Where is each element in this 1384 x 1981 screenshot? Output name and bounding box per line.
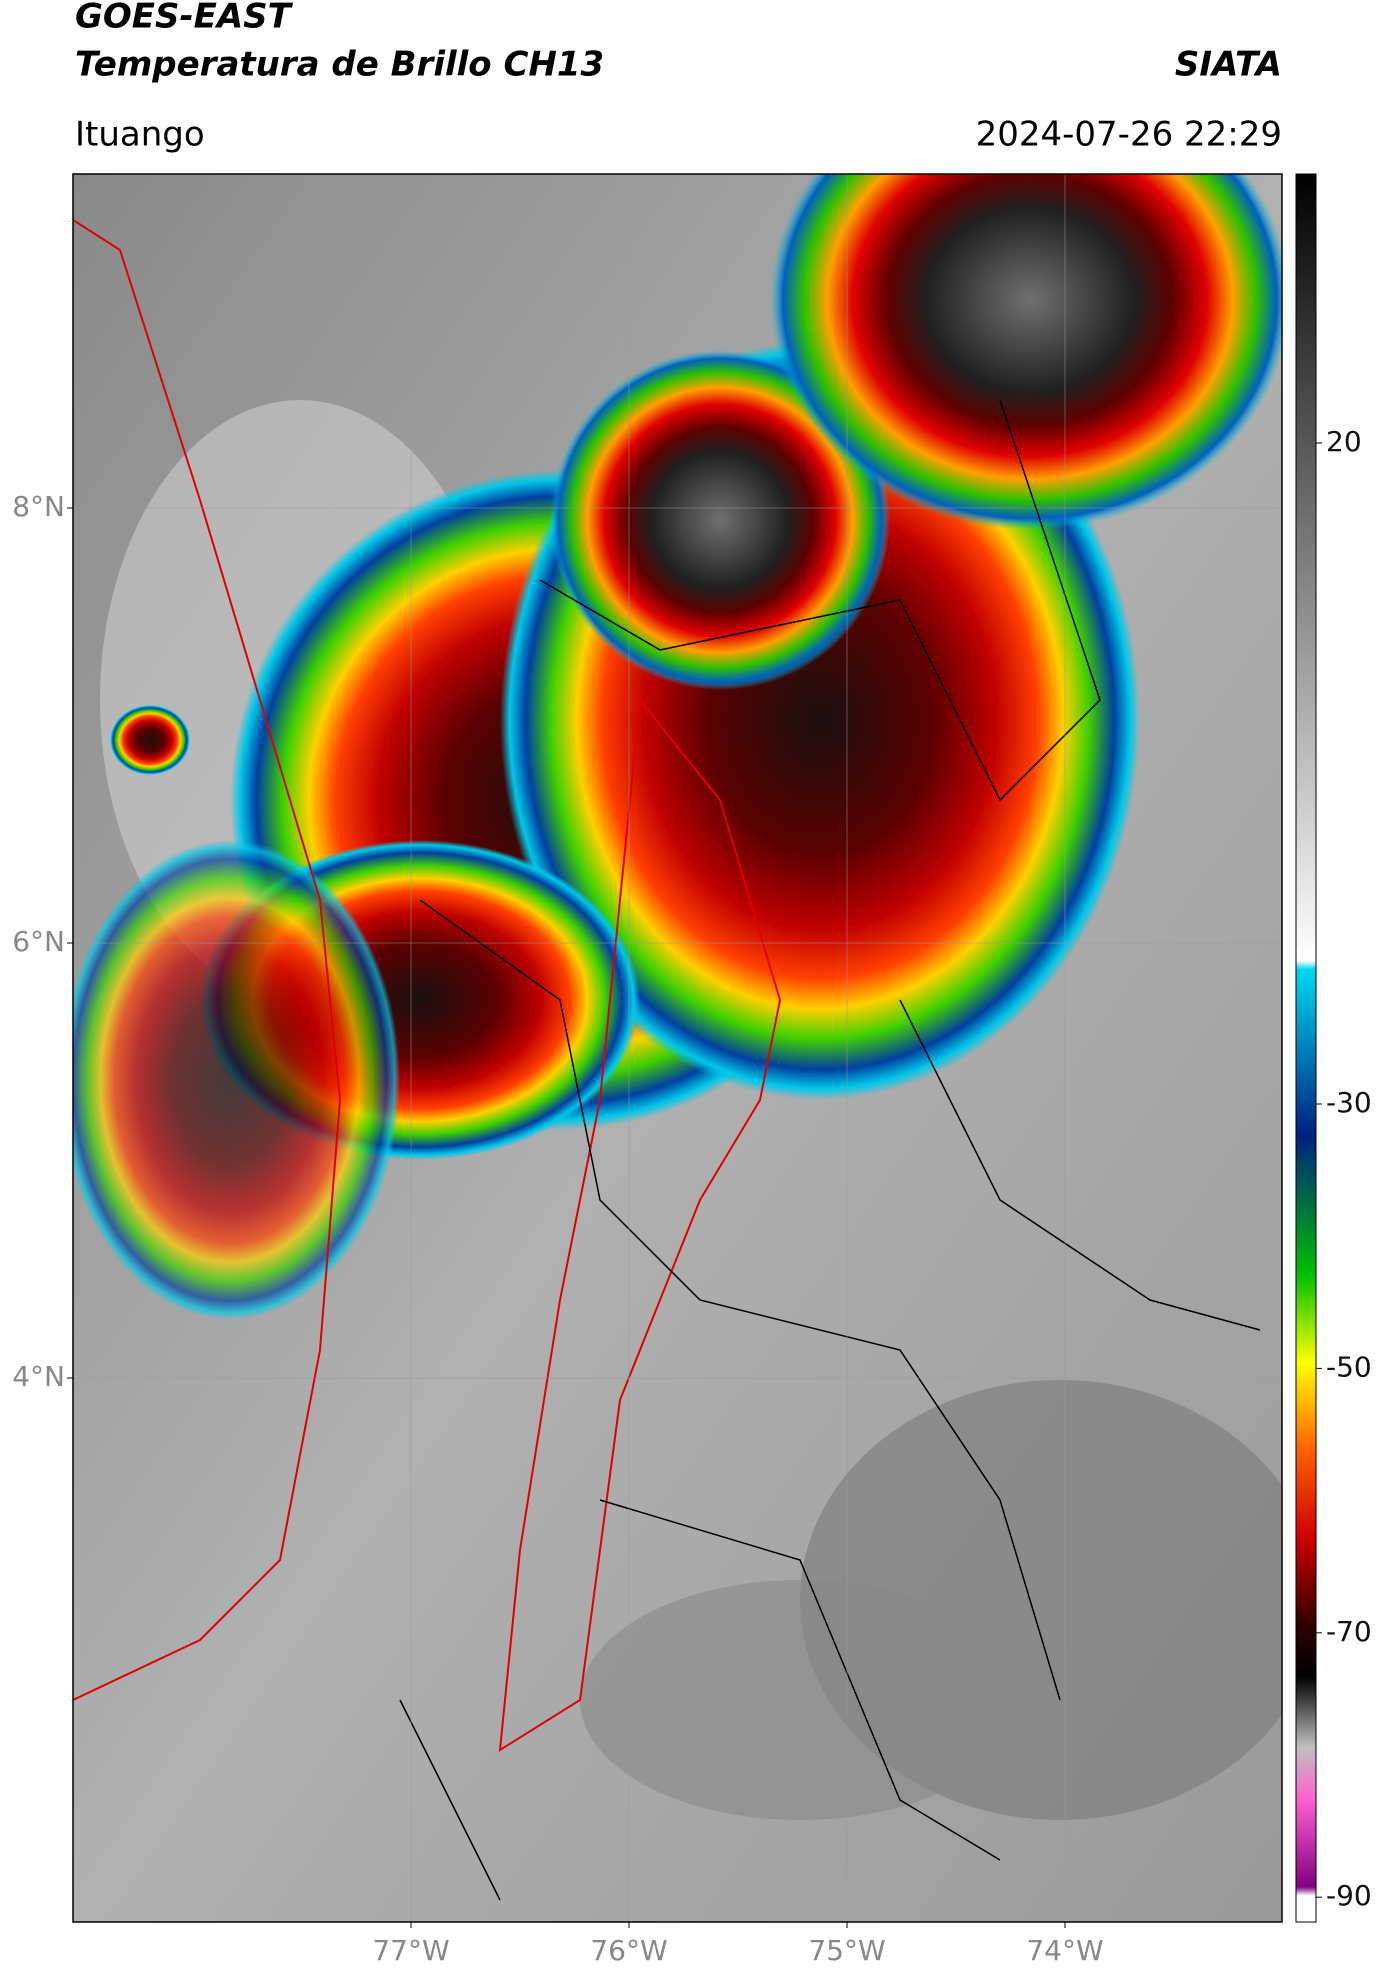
colorbar: [1295, 173, 1317, 1923]
region: Ituango: [75, 115, 205, 155]
map-image: [73, 174, 1282, 1922]
lat-tick-label: 4°N: [12, 1360, 65, 1393]
colorbar-tick-label: -30: [1326, 1086, 1372, 1119]
lon-tick-label: 75°W: [808, 1934, 885, 1967]
lon-tick-label: 76°W: [590, 1934, 667, 1967]
timestamp: 2024-07-26 22:29: [976, 115, 1282, 155]
map-frame: [72, 173, 1283, 1923]
colorbar-tick-label: -90: [1326, 1879, 1372, 1912]
title: GOES-EAST: [75, 0, 294, 37]
colorbar-tick-label: -50: [1326, 1350, 1372, 1383]
source: SIATA: [1175, 45, 1282, 85]
colorbar-tick-label: 20: [1326, 425, 1362, 458]
colorbar-tick-label: -70: [1326, 1615, 1372, 1648]
lat-tick-label: 6°N: [12, 925, 65, 958]
lon-tick-label: 74°W: [1026, 1934, 1103, 1967]
lon-tick-label: 77°W: [372, 1934, 449, 1967]
lat-tick-label: 8°N: [12, 490, 65, 523]
subtitle: Temperatura de Brillo CH13: [75, 45, 604, 85]
